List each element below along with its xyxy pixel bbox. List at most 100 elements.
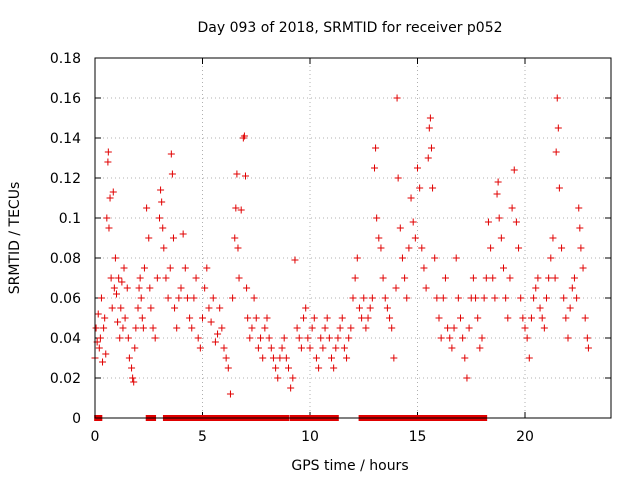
data-point	[106, 194, 114, 202]
data-point	[405, 244, 413, 252]
data-point	[97, 294, 105, 302]
data-point	[192, 274, 200, 282]
data-point	[121, 314, 129, 322]
data-point	[188, 324, 196, 332]
data-point	[584, 344, 592, 352]
data-point	[411, 234, 419, 242]
data-point	[362, 324, 370, 332]
data-point	[372, 144, 380, 152]
data-point	[319, 344, 327, 352]
y-tick-label: 0.06	[50, 291, 81, 307]
data-point	[186, 314, 194, 322]
data-point	[104, 158, 112, 166]
data-point	[393, 94, 401, 102]
data-point	[364, 314, 372, 322]
data-point	[295, 334, 303, 342]
data-point	[371, 164, 378, 172]
data-point	[474, 314, 482, 322]
data-point	[323, 314, 331, 322]
data-point	[343, 354, 351, 362]
data-point	[125, 354, 133, 362]
data-point	[267, 344, 275, 352]
data-point	[272, 364, 280, 372]
data-point	[317, 334, 325, 342]
data-point	[205, 304, 213, 312]
data-point	[211, 338, 219, 346]
data-point	[457, 314, 464, 322]
data-point	[418, 244, 426, 252]
data-point	[441, 274, 449, 282]
data-point	[244, 314, 252, 322]
y-tick-label: 0.02	[50, 371, 81, 387]
data-point	[173, 324, 181, 332]
data-point	[340, 344, 348, 352]
data-point	[392, 284, 400, 292]
data-point	[135, 284, 143, 292]
data-point	[196, 344, 204, 352]
data-point	[226, 390, 234, 398]
data-point	[96, 334, 104, 342]
data-point	[224, 364, 232, 372]
data-point	[502, 294, 510, 302]
data-point	[103, 214, 111, 222]
data-point	[435, 314, 443, 322]
data-point	[425, 124, 433, 132]
data-point	[463, 374, 471, 382]
data-point	[465, 324, 473, 332]
data-point	[448, 344, 456, 352]
data-point	[233, 170, 241, 178]
data-point	[92, 324, 100, 332]
data-point	[383, 304, 391, 312]
data-point	[545, 274, 553, 282]
data-point	[386, 314, 394, 322]
data-point	[530, 294, 538, 302]
data-point	[540, 324, 548, 332]
y-tick-label: 0.18	[50, 51, 81, 67]
data-point	[276, 354, 284, 362]
data-point	[390, 354, 398, 362]
data-point	[111, 254, 119, 262]
y-tick-label: 0	[72, 411, 81, 427]
x-tick-label: 0	[91, 429, 100, 445]
data-point	[109, 188, 117, 196]
data-point	[304, 334, 312, 342]
data-point	[360, 294, 368, 302]
data-point	[222, 354, 230, 362]
data-point	[108, 304, 116, 312]
x-tick-label: 20	[516, 429, 534, 445]
data-point	[523, 334, 531, 342]
data-point	[282, 354, 290, 362]
data-point	[538, 314, 546, 322]
data-point	[137, 294, 145, 302]
data-point	[497, 234, 505, 242]
data-point	[581, 314, 589, 322]
data-point	[297, 344, 305, 352]
data-point	[229, 294, 237, 302]
data-point	[381, 294, 389, 302]
data-point	[95, 344, 103, 352]
data-point	[338, 314, 346, 322]
data-point	[489, 274, 497, 282]
data-point	[549, 234, 557, 242]
x-tick-label: 10	[301, 429, 319, 445]
data-point	[332, 344, 340, 352]
data-point	[330, 364, 338, 372]
data-point	[285, 364, 292, 372]
data-point	[203, 264, 211, 272]
y-tick-label: 0.04	[50, 331, 81, 347]
data-point	[278, 344, 286, 352]
data-point	[177, 284, 185, 292]
data-point	[105, 224, 113, 232]
data-point	[426, 114, 434, 122]
x-axis-ticks: 0 5 10 15 20	[91, 58, 534, 445]
data-point	[328, 354, 335, 362]
data-point	[493, 190, 501, 198]
data-point	[134, 304, 142, 312]
data-point	[487, 244, 495, 252]
data-point	[394, 174, 402, 182]
data-point	[194, 334, 202, 342]
data-point	[373, 214, 381, 222]
data-point	[263, 314, 271, 322]
data-point	[291, 256, 299, 264]
y-axis-label: SRMTID / TECUs	[7, 182, 23, 295]
